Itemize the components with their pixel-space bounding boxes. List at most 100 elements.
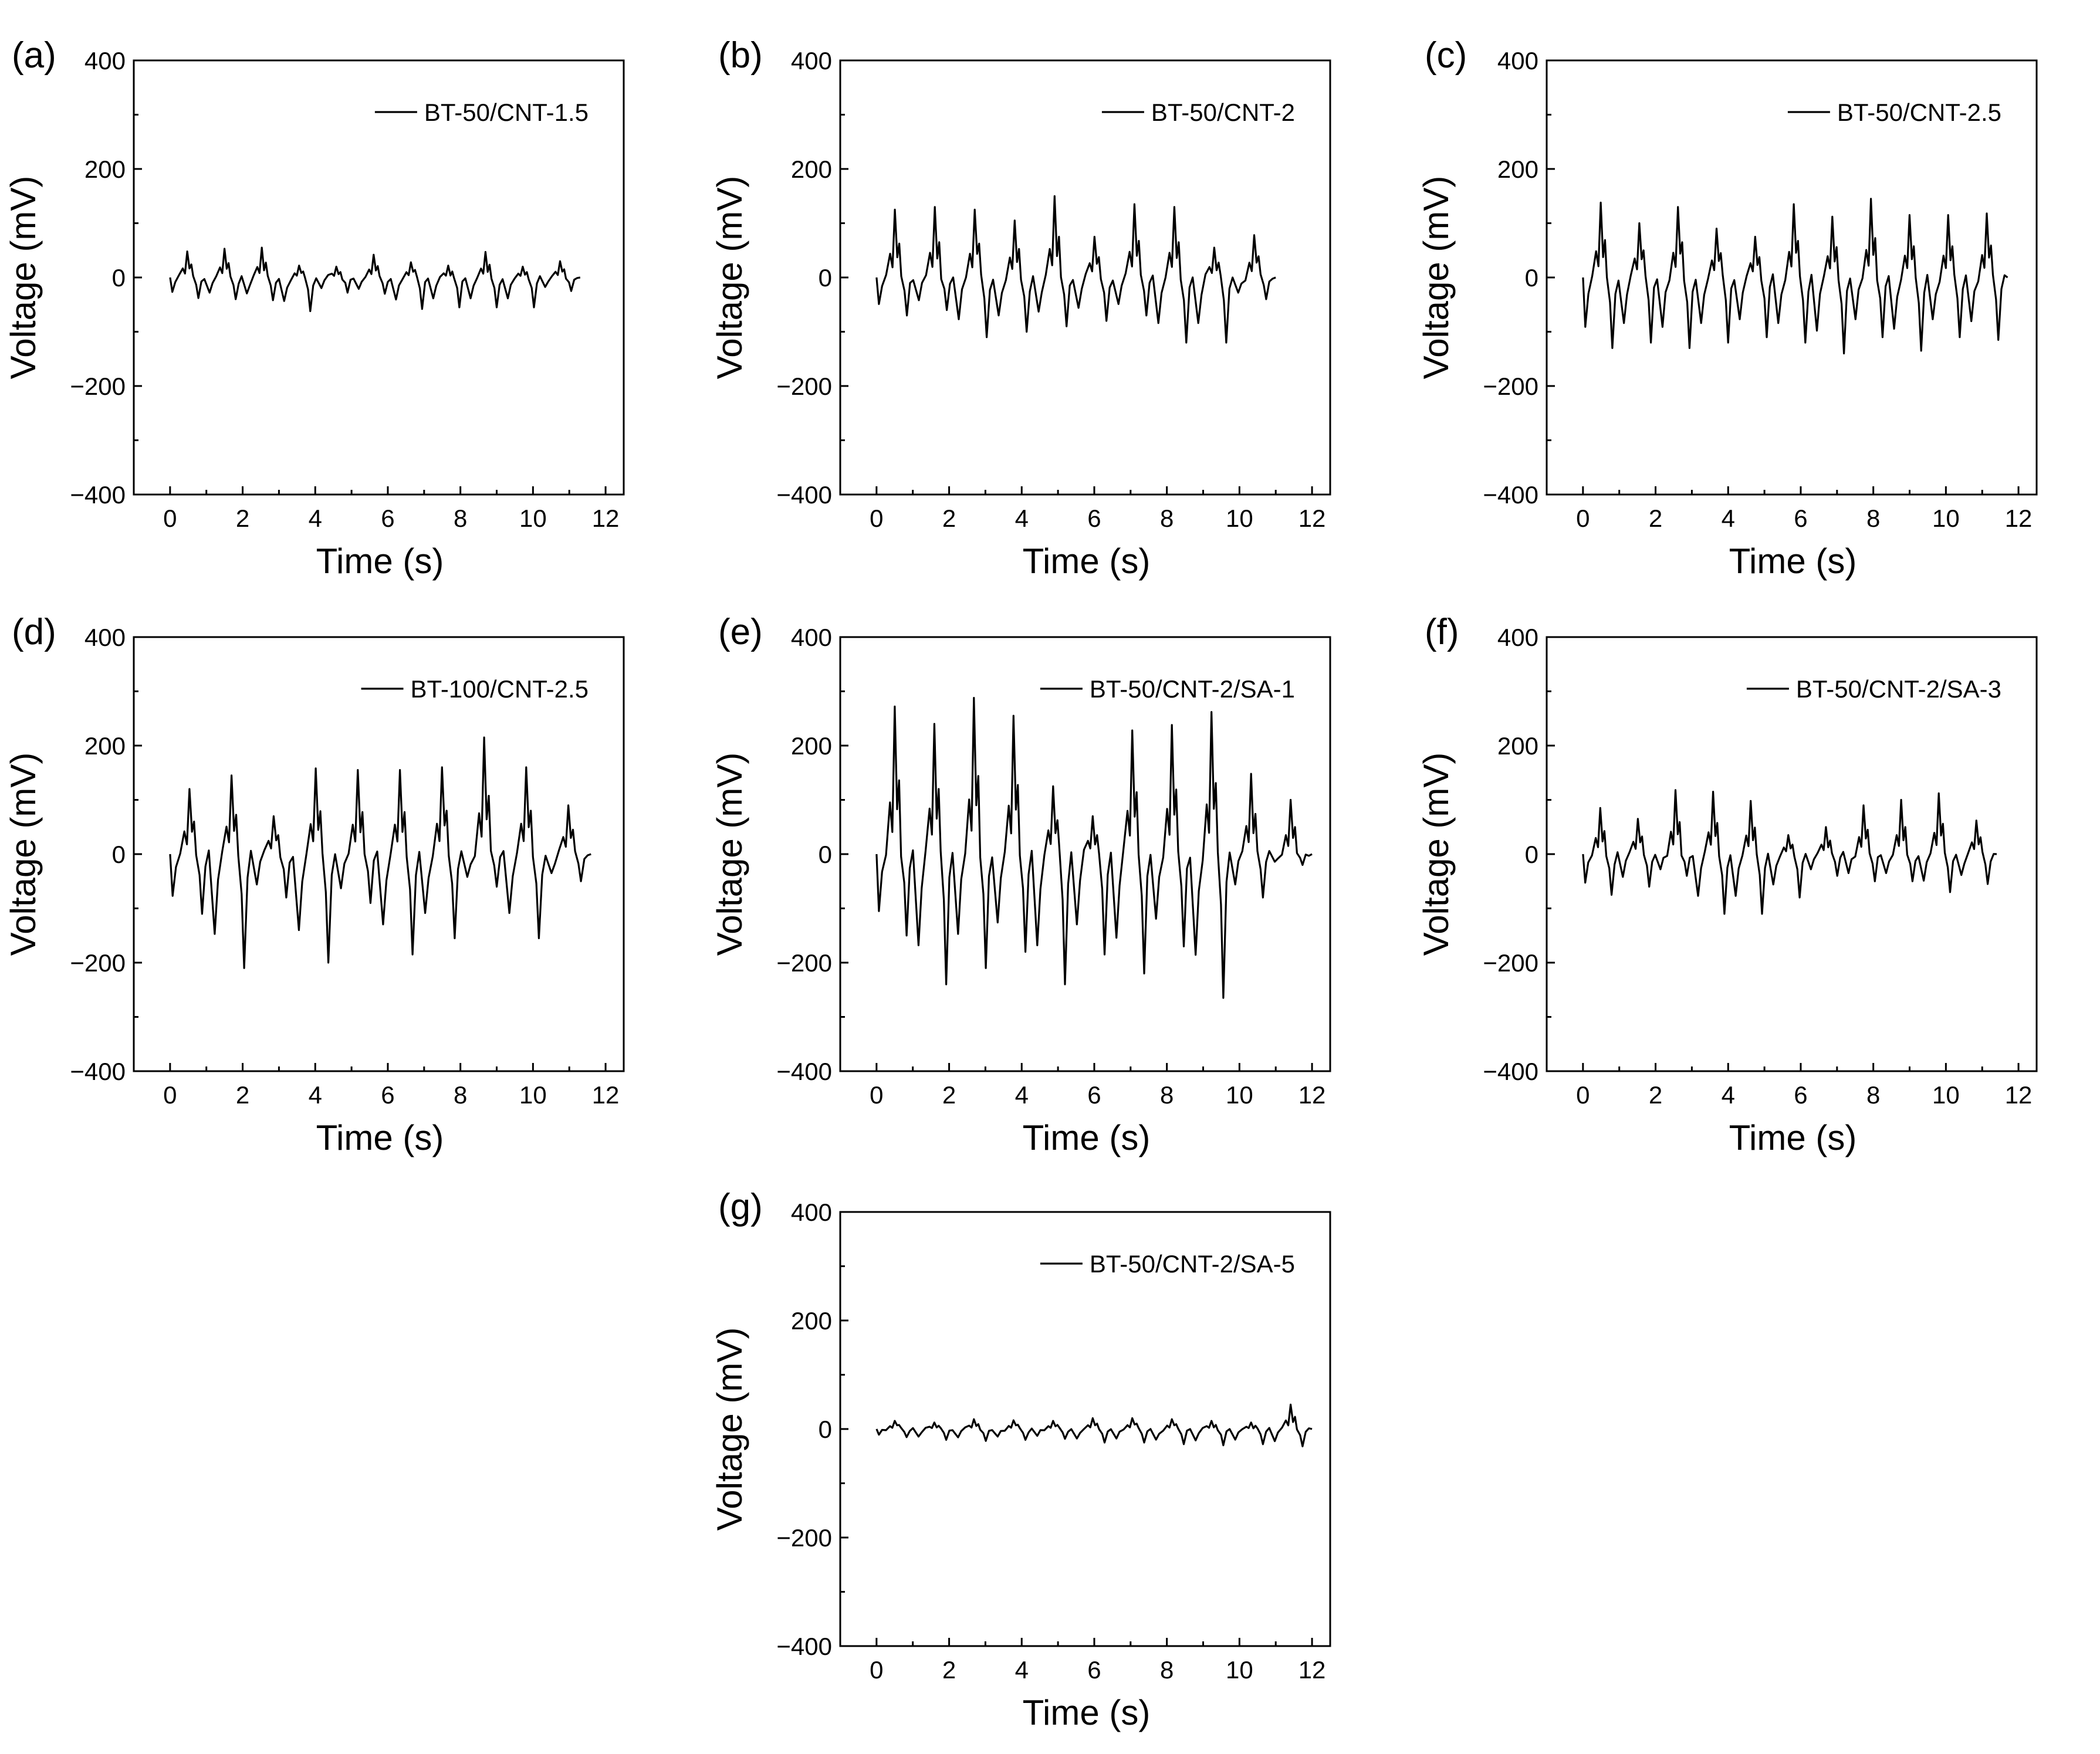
y-tick-label: −200 xyxy=(70,949,126,977)
y-tick-label: 200 xyxy=(791,732,832,760)
legend-label: BT-50/CNT-2/SA-3 xyxy=(1796,675,2001,703)
x-tick-label: 6 xyxy=(1087,1081,1101,1109)
x-axis-title: Time (s) xyxy=(316,1118,444,1157)
x-tick-label: 2 xyxy=(236,1081,249,1109)
y-tick-label: −400 xyxy=(1483,481,1538,509)
y-tick-label: 400 xyxy=(791,47,832,75)
data-trace xyxy=(875,1403,1313,1448)
y-axis-title: Voltage (mV) xyxy=(710,753,749,956)
x-tick-label: 4 xyxy=(309,1081,322,1109)
x-tick-label: 10 xyxy=(1226,1081,1253,1109)
panel-label: (g) xyxy=(718,1187,763,1227)
legend-label: BT-50/CNT-2 xyxy=(1151,99,1295,126)
y-tick-label: −200 xyxy=(776,949,832,977)
plot-frame xyxy=(133,59,625,496)
x-tick-label: 4 xyxy=(1015,504,1029,532)
x-tick-label: 0 xyxy=(870,504,883,532)
y-tick-label: 400 xyxy=(84,47,126,75)
panel-d: (d) −400 −200 0 200 400 0 2 4 6 8 10 12 Time (s) Volta… xyxy=(4,612,625,1157)
y-tick-label: 0 xyxy=(112,264,126,292)
x-tick-label: 4 xyxy=(1722,1081,1735,1109)
y-tick-label: −200 xyxy=(776,373,832,400)
y-tick-label: 0 xyxy=(112,841,126,868)
y-tick-label: −400 xyxy=(70,481,126,509)
panel-label: (c) xyxy=(1425,35,1467,76)
x-tick-label: 0 xyxy=(1576,504,1590,532)
y-tick-label: 0 xyxy=(819,264,832,292)
y-tick-label: 200 xyxy=(84,155,126,183)
x-tick-label: 8 xyxy=(454,1081,467,1109)
y-tick-label: −400 xyxy=(70,1058,126,1085)
x-tick-label: 4 xyxy=(1015,1656,1029,1684)
data-trace xyxy=(1582,789,1997,915)
plot-frame xyxy=(839,636,1331,1072)
y-tick-label: 400 xyxy=(1497,624,1538,651)
x-tick-label: 12 xyxy=(2005,1081,2033,1109)
x-tick-label: 12 xyxy=(1298,1656,1326,1684)
panel-label: (e) xyxy=(718,612,763,652)
x-tick-label: 10 xyxy=(519,1081,547,1109)
x-tick-label: 12 xyxy=(592,504,620,532)
y-tick-label: 200 xyxy=(1497,155,1538,183)
y-tick-label: 200 xyxy=(1497,732,1538,760)
y-tick-label: 0 xyxy=(819,1416,832,1443)
x-axis-title: Time (s) xyxy=(1023,1118,1151,1157)
x-axis-title: Time (s) xyxy=(1729,541,1857,581)
legend-label: BT-100/CNT-2.5 xyxy=(411,675,589,703)
data-trace xyxy=(875,697,1313,999)
x-tick-label: 2 xyxy=(1649,1081,1662,1109)
x-axis-title: Time (s) xyxy=(1023,541,1151,581)
x-tick-label: 2 xyxy=(942,1656,956,1684)
x-tick-label: 0 xyxy=(870,1081,883,1109)
y-tick-label: 200 xyxy=(84,732,126,760)
legend-label: BT-50/CNT-2/SA-5 xyxy=(1090,1250,1295,1278)
y-axis-title: Voltage (mV) xyxy=(710,176,749,380)
plot-frame xyxy=(1546,636,2038,1072)
plot-frame xyxy=(839,1211,1331,1647)
panel-label: (b) xyxy=(718,35,763,76)
panel-label: (f) xyxy=(1425,612,1459,652)
y-tick-label: −400 xyxy=(776,1633,832,1660)
x-tick-label: 12 xyxy=(1298,1081,1326,1109)
data-trace xyxy=(875,195,1276,344)
x-tick-label: 10 xyxy=(1226,1656,1253,1684)
x-tick-label: 2 xyxy=(942,504,956,532)
y-axis-title: Voltage (mV) xyxy=(1416,176,1456,380)
panel-label: (a) xyxy=(12,35,56,76)
x-tick-label: 10 xyxy=(1932,1081,1960,1109)
x-tick-label: 8 xyxy=(1160,1081,1174,1109)
panel-a: (a) −400 −200 0 200 400 0 2 4 6 8 10 12 Time (s) Volta… xyxy=(4,35,625,581)
legend-label: BT-50/CNT-2.5 xyxy=(1837,99,2001,126)
x-tick-label: 2 xyxy=(236,504,249,532)
y-tick-label: 0 xyxy=(1525,841,1538,868)
y-tick-label: −400 xyxy=(1483,1058,1538,1085)
y-tick-label: 400 xyxy=(84,624,126,651)
x-tick-label: 6 xyxy=(381,1081,394,1109)
x-tick-label: 2 xyxy=(942,1081,956,1109)
legend-label: BT-50/CNT-2/SA-1 xyxy=(1090,675,1295,703)
x-axis-title: Time (s) xyxy=(316,541,444,581)
plot-frame xyxy=(133,636,625,1072)
x-axis-title: Time (s) xyxy=(1729,1118,1857,1157)
data-trace xyxy=(169,246,581,312)
x-tick-label: 8 xyxy=(454,504,467,532)
x-tick-label: 12 xyxy=(2005,504,2033,532)
y-tick-label: 0 xyxy=(819,841,832,868)
y-tick-label: 200 xyxy=(791,155,832,183)
panel-g: (g) −400 −200 0 200 400 0 2 4 6 8 10 12 Time (s) Volta… xyxy=(710,1187,1331,1732)
panel-c: (c) −400 −200 0 200 400 0 2 4 6 8 10 12 Time (s) Volta… xyxy=(1416,35,2038,581)
x-tick-label: 2 xyxy=(1649,504,1662,532)
x-tick-label: 4 xyxy=(1722,504,1735,532)
x-tick-label: 6 xyxy=(1794,1081,1807,1109)
y-tick-label: 400 xyxy=(791,1198,832,1226)
x-tick-label: 8 xyxy=(1160,504,1174,532)
x-tick-label: 0 xyxy=(1576,1081,1590,1109)
y-tick-label: 400 xyxy=(791,624,832,651)
panel-f: (f) −400 −200 0 200 400 0 2 4 6 8 10 12 Time (s) Volta… xyxy=(1416,612,2038,1157)
panel-e: (e) −400 −200 0 200 400 0 2 4 6 8 10 12 Time (s) Volta… xyxy=(710,612,1331,1157)
legend-label: BT-50/CNT-1.5 xyxy=(424,99,589,126)
panel-label: (d) xyxy=(12,612,56,652)
y-tick-label: 400 xyxy=(1497,47,1538,75)
x-tick-label: 4 xyxy=(309,504,322,532)
